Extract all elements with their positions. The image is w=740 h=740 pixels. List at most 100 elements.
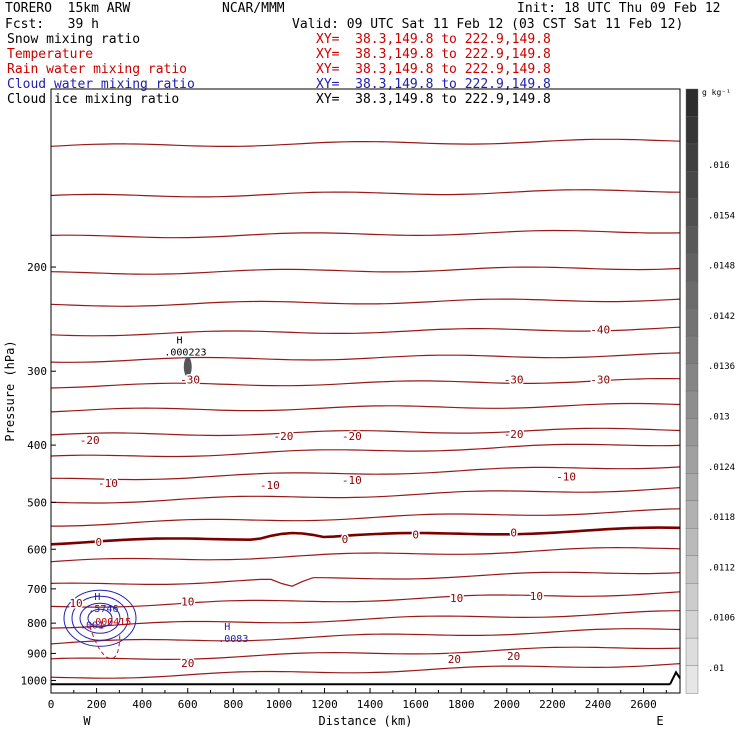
x-tick-label: 400	[132, 698, 152, 711]
colorbar-tick-label: .01	[708, 664, 724, 674]
colorbar-tick-label: .0154	[708, 211, 735, 221]
y-axis-label: Pressure (hPa)	[3, 340, 17, 441]
colorbar-cell	[685, 500, 699, 529]
temperature-label: 10	[530, 590, 543, 603]
temperature-label: -20	[274, 430, 294, 443]
temperature-label: -30	[590, 374, 610, 387]
isotherm-line	[50, 487, 681, 504]
legend-label: Cloud ice mixing ratio	[7, 92, 180, 107]
x-tick-label: 1000	[266, 698, 293, 711]
colorbar-cell	[685, 582, 699, 612]
terrain-line	[669, 670, 681, 685]
isotherm-line	[50, 646, 681, 661]
extremum-value: .0083	[218, 634, 248, 645]
colorbar-tick-label: .0136	[708, 362, 735, 372]
colorbar-cell	[685, 610, 699, 639]
y-tick-label: 300	[27, 365, 47, 378]
legend-xy: XY= 38.3,149.8 to 222.9,149.8	[316, 77, 551, 92]
temperature-label: -10	[556, 470, 576, 483]
y-tick-label: 1000	[21, 674, 48, 687]
y-tick-label: 700	[27, 583, 47, 596]
colorbar-tick-label: .016	[708, 161, 730, 171]
x-tick-label: 600	[178, 698, 198, 711]
model-title: TORERO 15km ARW	[5, 1, 131, 16]
temperature-label: -30	[504, 374, 524, 387]
x-tick-label: 2200	[539, 698, 566, 711]
colorbar-cell	[685, 280, 699, 310]
legend-xy: XY= 38.3,149.8 to 222.9,149.8	[316, 32, 551, 47]
x-axis-label: Distance (km)	[319, 714, 413, 728]
forecast-hour: Fcst: 39 h	[5, 17, 99, 32]
y-tick-label: 900	[27, 647, 47, 660]
isotherm-line	[50, 571, 681, 587]
isotherm-line	[50, 378, 681, 389]
temperature-label: -10	[98, 477, 118, 490]
valid-time: Valid: 09 UTC Sat 11 Feb 12 (03 CST Sat …	[292, 17, 684, 32]
x-tick-label: 1600	[402, 698, 429, 711]
y-tick-label: 500	[27, 496, 47, 509]
temperature-label: -10	[260, 479, 280, 492]
temperature-label: 0	[412, 528, 419, 541]
init-time: Init: 18 UTC Thu 09 Feb 12	[517, 1, 721, 16]
colorbar-cell	[685, 418, 699, 447]
cloud-water-contour	[63, 589, 137, 647]
temperature-label: 10	[450, 592, 463, 605]
legend-label: Rain water mixing ratio	[7, 62, 188, 77]
isotherm-line	[50, 610, 681, 629]
cloud-water-contour	[71, 595, 129, 641]
extremum-marker: H	[94, 592, 100, 603]
x-tick-label: 0	[48, 698, 55, 711]
y-tick-label: 400	[27, 439, 47, 452]
x-tick-label: 1400	[357, 698, 384, 711]
y-tick-label: 200	[27, 261, 47, 274]
isotherm-line	[50, 402, 681, 413]
colorbar-cell	[685, 88, 699, 118]
temperature-label: 20	[181, 657, 194, 670]
isotherm-line	[50, 266, 681, 275]
x-tick-label: 1200	[311, 698, 338, 711]
plot-frame	[50, 88, 681, 694]
colorbar-cell	[685, 116, 699, 145]
rain-water-contour	[89, 626, 121, 659]
colorbar-tick-label: .0148	[708, 262, 735, 272]
colorbar-unit: g kg⁻¹	[702, 88, 731, 97]
extremum-value: .000415	[89, 617, 131, 628]
isotherm-line	[50, 628, 681, 645]
legend-xy: XY= 38.3,149.8 to 222.9,149.8	[316, 92, 551, 107]
temperature-label: 0	[510, 526, 517, 539]
legend-label: Temperature	[7, 47, 94, 62]
extremum-marker: H	[176, 335, 182, 346]
temperature-label: 20	[507, 650, 520, 663]
temperature-label: -20	[504, 428, 524, 441]
colorbar-cell	[685, 390, 699, 420]
temperature-label: -20	[80, 434, 100, 447]
isotherm-line	[51, 466, 681, 481]
colorbar-cell	[685, 198, 699, 227]
isotherm-line	[50, 326, 681, 337]
colorbar-cell	[685, 445, 699, 475]
isotherm-line	[50, 663, 681, 679]
colorbar-cell	[685, 335, 699, 365]
legend-xy: XY= 38.3,149.8 to 222.9,149.8	[316, 62, 551, 77]
colorbar-cell	[685, 637, 699, 667]
colorbar-cell	[685, 528, 699, 557]
east-label: E	[656, 714, 663, 728]
temperature-label: -20	[342, 430, 362, 443]
colorbar-tick-label: .0118	[708, 513, 735, 523]
temperature-label: 20	[448, 653, 461, 666]
y-tick-label: 800	[27, 617, 47, 630]
isotherm-line	[50, 546, 681, 563]
x-tick-label: 2600	[630, 698, 657, 711]
isotherm-line	[50, 526, 681, 546]
legend-label: Cloud water mixing ratio	[7, 77, 195, 92]
isotherm-line	[50, 298, 681, 307]
extremum-value: .5746	[88, 604, 118, 615]
west-label: W	[83, 714, 91, 728]
isotherm-line	[50, 352, 681, 363]
colorbar-tick-label: .013	[708, 413, 730, 423]
colorbar-cell	[685, 473, 699, 502]
temperature-label: -30	[180, 374, 200, 387]
extremum-value: .000223	[164, 347, 206, 358]
colorbar-cell	[685, 226, 699, 255]
colorbar-cell	[685, 143, 699, 173]
